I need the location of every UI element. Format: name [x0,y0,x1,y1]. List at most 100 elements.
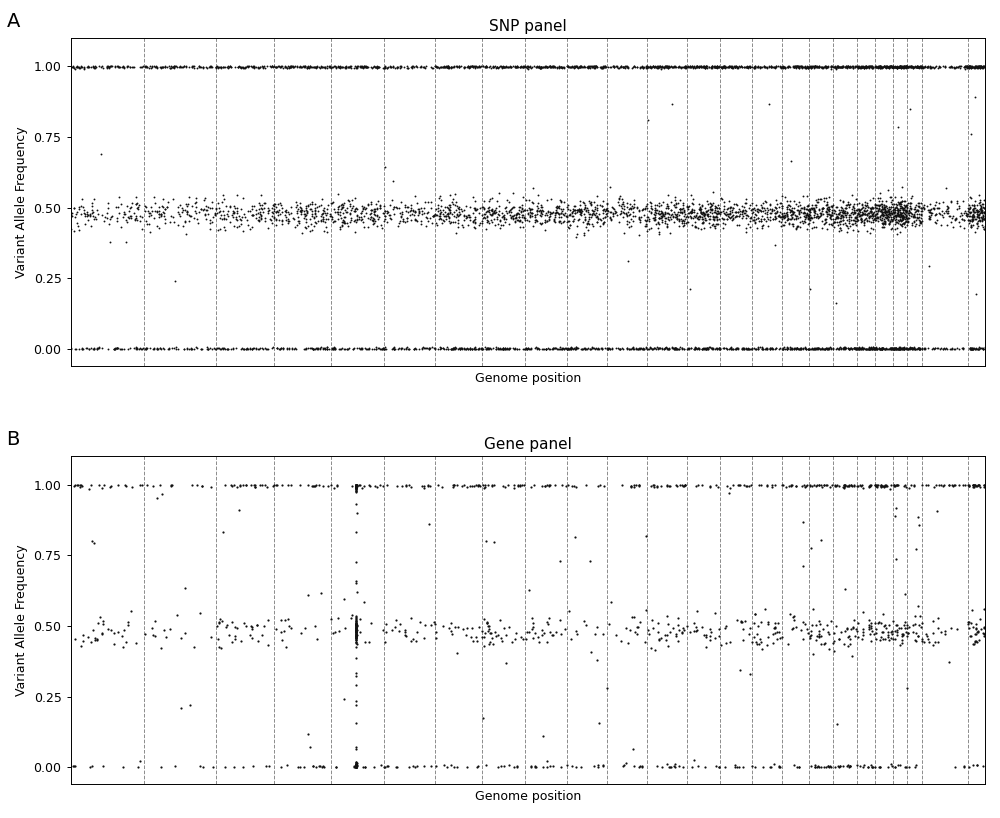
Point [462,342,478,355]
Point [467,211,483,224]
Point [830,61,846,74]
Point [955,342,971,355]
Point [895,61,911,74]
Point [687,210,703,223]
Point [493,759,509,772]
Point [420,205,436,218]
Point [296,60,312,73]
Point [908,627,924,640]
Point [855,60,871,73]
Point [968,635,984,648]
Point [376,343,392,356]
Point [408,213,424,227]
Point [99,60,115,73]
Point [559,210,575,223]
Point [780,637,796,650]
Point [785,206,801,219]
Point [557,206,573,219]
Point [133,60,149,73]
Point [398,204,414,218]
Point [283,61,299,74]
Point [637,219,653,232]
Point [254,479,270,492]
Point [964,210,980,223]
Point [653,206,669,219]
Point [631,211,647,224]
Point [671,212,687,225]
Point [962,61,978,74]
Point [694,216,710,229]
Point [485,341,501,354]
Point [518,193,534,206]
Point [835,211,851,224]
Point [218,213,234,226]
Point [867,197,883,210]
Point [84,200,100,213]
Point [244,209,260,222]
Point [709,208,725,221]
Point [888,479,904,492]
Point [459,61,475,74]
Point [506,481,522,494]
Point [290,214,306,227]
Point [413,202,429,215]
Point [784,211,800,224]
Point [830,60,846,73]
Point [896,194,912,207]
Point [317,61,333,74]
Point [687,342,703,355]
Point [277,204,293,218]
Point [964,61,980,74]
Point [868,343,884,356]
Point [551,207,567,220]
Point [867,61,883,74]
Point [684,203,700,216]
Point [883,210,899,223]
Point [773,196,789,209]
Point [646,480,662,493]
Point [272,208,288,221]
Point [534,204,550,217]
Point [348,621,364,634]
Point [348,757,364,771]
Point [856,207,872,220]
Point [535,61,551,74]
Point [334,61,350,74]
Point [908,213,924,227]
Point [886,479,902,492]
Point [478,343,494,356]
Point [890,206,906,219]
Point [862,209,878,222]
Point [667,341,683,354]
Point [348,760,364,773]
Point [553,343,569,356]
Point [784,479,800,492]
Point [671,213,687,227]
Point [723,340,739,353]
Point [847,630,863,643]
Point [894,214,910,227]
Point [734,208,750,221]
Point [367,214,383,227]
Point [802,203,818,216]
Point [278,205,294,218]
Point [395,212,411,225]
Point [971,61,987,74]
Point [446,60,462,73]
Point [866,627,882,640]
Point [457,342,473,355]
Point [483,343,499,356]
Point [174,206,190,219]
Point [659,218,675,231]
Point [969,343,985,356]
Point [468,204,484,217]
Point [788,621,804,634]
Point [890,61,906,74]
Point [702,196,718,209]
Point [521,61,537,74]
Point [451,205,467,218]
Point [376,206,392,219]
Point [874,202,890,215]
Point [258,343,274,356]
Point [632,215,648,228]
